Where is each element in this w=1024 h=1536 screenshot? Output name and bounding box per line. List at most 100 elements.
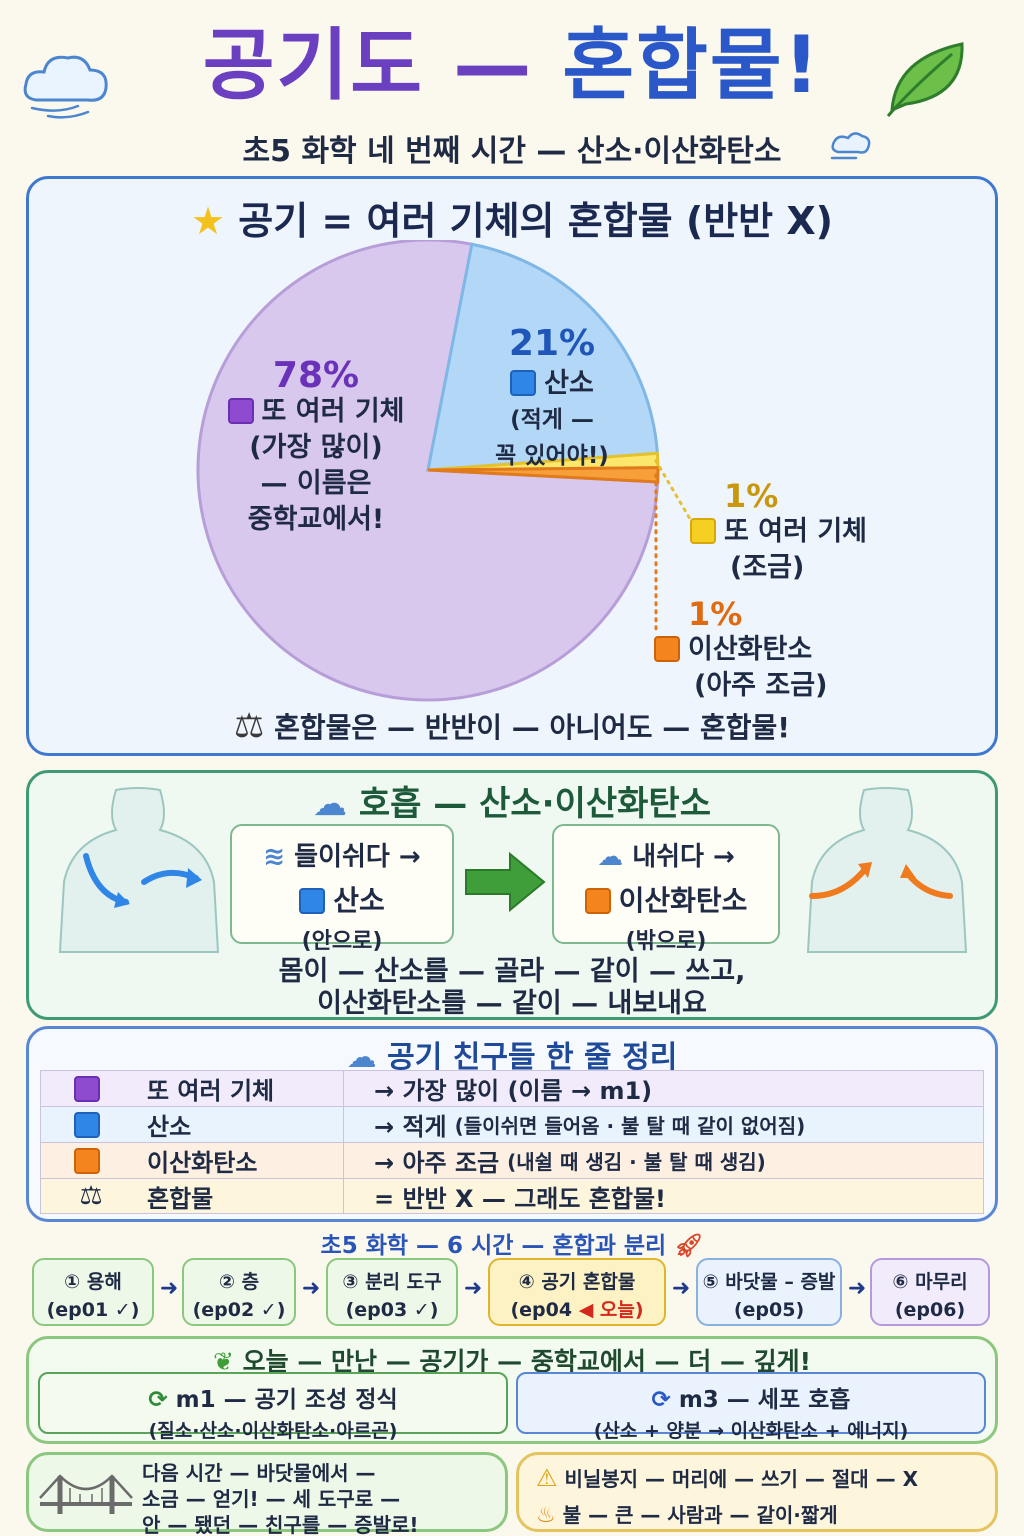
slice-name-3: 이산화탄소 <box>688 634 813 665</box>
legend-swatch-blue <box>510 370 537 396</box>
m1-title: m1 — 공기 조성 정식 <box>175 1387 398 1413</box>
row-desc: = 반반 X — 그래도 혼합물! <box>374 1184 666 1213</box>
step-episode: (ep03 ✓) <box>345 1299 439 1321</box>
pct-label-78: 78% <box>272 355 360 396</box>
cloud-icon: ☁ <box>597 842 624 872</box>
timeline-step-5[interactable]: ⑤ 바닷물 – 증발 (ep05) <box>696 1258 842 1326</box>
pie-chart <box>196 240 702 702</box>
slice-note-1a: (적게 — <box>510 407 594 433</box>
pct-label-21: 21% <box>508 323 596 364</box>
breath-title-text: 호흡 — 산소·이산화탄소 <box>358 784 711 824</box>
leaf-icon <box>886 42 964 117</box>
timeline-step-6[interactable]: ⑥ 마무리 (ep06) <box>870 1258 990 1326</box>
legend-swatch-purple <box>227 398 254 424</box>
middle-school-title: ❦ 오늘 — 만난 — 공기가 — 중학교에서 — 더 — 깊게! <box>26 1342 998 1378</box>
timeline-step-1[interactable]: ① 용해 (ep01 ✓) <box>32 1258 154 1326</box>
m1-card[interactable]: ⟳ m1 — 공기 조성 정식 (질소·산소·이산화탄소·아르곤) <box>38 1372 508 1442</box>
slice-label-other-gases: 78% 또 여러 기체 (가장 많이) — 이름은 중학교에서! <box>186 358 446 538</box>
star-icon: ★ <box>190 199 226 243</box>
exhale-box: ☁ 내쉬다 → 이산화탄소 (밖으로) <box>552 824 780 954</box>
row-name: 혼합물 <box>147 1184 214 1213</box>
wind-icon: ☁ <box>313 784 348 824</box>
candle-icon: ♨ <box>536 1503 556 1528</box>
row-name: 또 여러 기체 <box>147 1077 275 1105</box>
breath-text-line-1: 몸이 — 산소를 — 골라 — 같이 — 쓰고, <box>278 956 746 987</box>
next-line-1: 다음 시간 — 바닷물에서 — <box>142 1461 376 1485</box>
table-row: 또 여러 기체 → 가장 많이 (이름 → m1) <box>40 1070 984 1106</box>
slice-note-1b: 꼭 있어야!) <box>495 443 609 469</box>
warning-line-1: 비닐봉지 — 머리에 — 쓰기 — 절대 — X <box>564 1467 919 1491</box>
inhale-gas: 산소 <box>333 884 385 917</box>
slice-note-0a: (가장 많이) <box>249 432 383 463</box>
slice-label-oxygen: 21% 산소 (적게 — 꼭 있어야!) <box>452 326 652 474</box>
breath-text-line-2: 이산화탄소를 — 같이 — 내보내요 <box>317 988 707 1019</box>
row-name: 이산화탄소 <box>147 1149 258 1177</box>
slice-name-0: 또 여러 기체 <box>261 396 405 427</box>
slice-note-3: (아주 조금) <box>694 670 828 701</box>
step-episode: (ep05) <box>733 1299 805 1321</box>
breath-title: ☁ 호흡 — 산소·이산화탄소 <box>26 776 998 825</box>
next-lesson-panel <box>26 1452 508 1532</box>
slice-note-2: (조금) <box>730 552 805 583</box>
timeline-step-4[interactable]: ④ 공기 혼합물 (ep04 ◀ 오늘) <box>488 1258 666 1326</box>
slice-name-1: 산소 <box>544 368 594 399</box>
bridge-icon <box>39 1474 133 1514</box>
slice-note-0c: 중학교에서! <box>247 504 385 535</box>
legend-swatch-orange <box>584 888 611 914</box>
inhale-verb: 들이쉬다 → <box>294 842 421 872</box>
arrow-right-icon: ➜ <box>159 1276 179 1301</box>
timeline-title-text: 초5 화학 — 6 시간 — 혼합과 분리 <box>320 1233 667 1259</box>
row-desc: → 아주 조금 <box>374 1149 500 1177</box>
safety-warning-text: ⚠ 비닐봉지 — 머리에 — 쓰기 — 절대 — X ♨ 불 — 큰 — 사람과… <box>536 1460 986 1534</box>
cloud-icon <box>23 55 108 119</box>
table-row: 이산화탄소 → 아주 조금 (내쉴 때 생김 · 불 탈 때 생김) <box>40 1142 984 1178</box>
pie-slice-1 <box>426 242 660 472</box>
page-title: 공기도 — 혼합물! <box>0 6 1024 126</box>
row-name: 산소 <box>147 1113 192 1141</box>
m1-subtitle: (질소·산소·이산화탄소·아르곤) <box>148 1420 398 1442</box>
title-part-1: 공기도 — <box>202 21 534 111</box>
step-episode: (ep06) <box>894 1299 966 1321</box>
arrow-right-icon: ➜ <box>301 1276 321 1301</box>
step-title: ④ 공기 혼합물 <box>518 1271 636 1293</box>
next-line-3: 안 — 됐던 — 친구를 — 증발로! <box>142 1513 419 1536</box>
today-marker: ◀ 오늘) <box>578 1299 644 1321</box>
breath-explanation: 몸이 — 산소를 — 골라 — 같이 — 쓰고, 이산화탄소를 — 같이 — 내… <box>26 956 998 1020</box>
table-row: ⚖ 혼합물 = 반반 X — 그래도 혼합물! <box>40 1178 984 1214</box>
exhale-gas: 이산화탄소 <box>618 884 748 917</box>
legend-swatch-orange <box>74 1147 100 1174</box>
legend-swatch-purple <box>74 1075 100 1102</box>
refresh-icon: ⟳ <box>148 1387 168 1413</box>
wind-icon: ≋ <box>263 842 286 872</box>
step-episode: (ep02 ✓) <box>192 1299 286 1321</box>
arrow-right-icon <box>465 852 546 912</box>
slice-label-trace-gases: 1% 또 여러 기체 (조금) <box>690 478 900 586</box>
step-title: ① 용해 <box>64 1271 122 1293</box>
scale-icon: ⚖ <box>79 1181 103 1211</box>
m3-card[interactable]: ⟳ m3 — 세포 호흡 (산소 + 양분 → 이산화탄소 + 에너지) <box>516 1372 986 1442</box>
step-title: ② 층 <box>218 1271 260 1293</box>
pie-slice-3 <box>427 466 660 484</box>
step-episode: (ep04 <box>510 1299 573 1321</box>
m3-title: m3 — 세포 호흡 <box>678 1387 851 1413</box>
timeline-step-2[interactable]: ② 층 (ep02 ✓) <box>182 1258 296 1326</box>
pct-label-1b: 1% <box>688 595 743 633</box>
legend-swatch-yellow <box>690 518 716 544</box>
arrow-right-icon: ➜ <box>671 1276 691 1301</box>
warning-line-2: 불 — 큰 — 사람과 — 같이·짧게 <box>562 1503 838 1527</box>
step-title: ③ 분리 도구 <box>342 1271 442 1293</box>
pie-title-text: 공기 = 여러 기체의 혼합물 (반반 X) <box>238 199 834 243</box>
wind-icon: ☁ <box>346 1040 377 1075</box>
refresh-icon: ⟳ <box>651 1387 671 1413</box>
inhale-box: ≋ 들이쉬다 → 산소 (안으로) <box>230 824 454 954</box>
title-part-2: 혼합물! <box>562 21 822 111</box>
summary-title: ☁ 공기 친구들 한 줄 정리 <box>26 1032 998 1076</box>
table-row: 산소 → 적게 (들이쉬면 들어옴 · 불 탈 때 같이 없어짐) <box>40 1106 984 1142</box>
body-inhale-illustration <box>58 787 220 953</box>
sprout-icon: ❦ <box>212 1347 234 1376</box>
timeline-step-3[interactable]: ③ 분리 도구 (ep03 ✓) <box>326 1258 458 1326</box>
scale-icon: ⚖ <box>233 706 265 746</box>
step-episode: (ep01 ✓) <box>46 1299 140 1321</box>
m3-subtitle: (산소 + 양분 → 이산화탄소 + 에너지) <box>593 1420 909 1442</box>
warning-icon: ⚠ <box>536 1464 558 1492</box>
